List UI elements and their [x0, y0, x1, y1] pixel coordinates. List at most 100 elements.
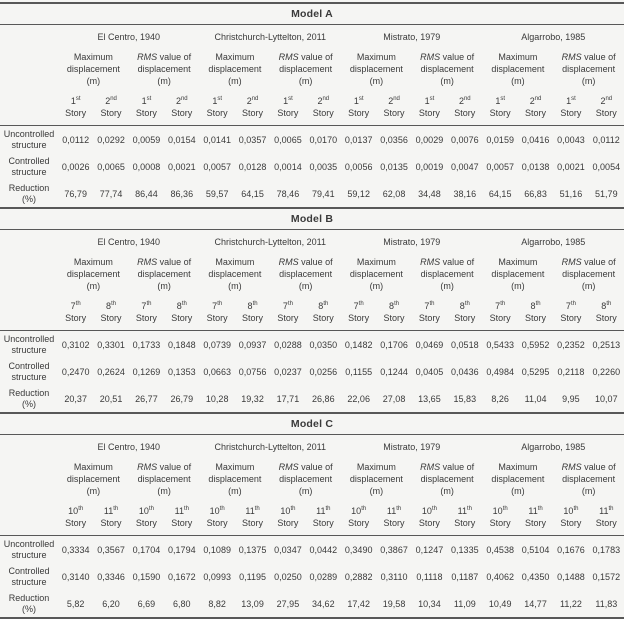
data-cell: 86,44 — [135, 188, 158, 199]
rms-italic: RMS — [561, 257, 582, 268]
story-header: 11th Story — [312, 505, 334, 528]
model-section-c: Model C El Centro, 1940 Christchurch-Lytte… — [0, 412, 624, 617]
data-cell: 0,0021 — [168, 161, 196, 172]
story-header-row: 7th Story 8th Story 7th Story 8th Story 7th Story… — [0, 296, 624, 331]
data-cell: 10,07 — [595, 393, 618, 404]
ordinal-suffix: th — [325, 505, 331, 512]
data-cell: 76,79 — [64, 188, 87, 199]
data-cell: 78,46 — [276, 188, 300, 199]
measure-header: RMS value of displacement (m) — [278, 462, 333, 496]
data-cell: 0,1672 — [168, 571, 196, 582]
data-cell: 0,0288 — [274, 339, 302, 350]
ordinal-suffix: st — [500, 95, 506, 102]
ordinal-suffix: th — [500, 300, 506, 307]
data-cell: 0,0518 — [451, 339, 479, 350]
data-cell: 11,09 — [453, 598, 476, 609]
ordinal-suffix: nd — [534, 95, 542, 102]
ordinal-suffix: th — [431, 505, 437, 512]
data-cell: 0,0065 — [274, 134, 302, 145]
story-header: 2nd Story — [595, 95, 617, 118]
ordinal-suffix: st — [429, 95, 435, 102]
story-header: 11th Story — [100, 505, 122, 528]
data-cell: 66,83 — [524, 188, 547, 199]
ordinal-suffix: nd — [110, 95, 117, 102]
data-row: Reduction (%) 20,37 20,51 26,77 26,79 10,28 19,… — [0, 385, 624, 412]
data-cell: 26,86 — [312, 393, 335, 404]
row-label-spacer — [0, 230, 58, 254]
ordinal-suffix: th — [219, 505, 225, 512]
ordinal-suffix: th — [254, 505, 260, 512]
data-cell: 26,77 — [135, 393, 158, 404]
ordinal-suffix: nd — [393, 95, 400, 102]
data-row: Controlled structure 0,2470 0,2624 0,1269 0,1… — [0, 358, 624, 385]
measure-header: Maximum displacement (m) — [208, 462, 262, 496]
model-section-a: Model A El Centro, 1940 Christchurch-Lytte… — [0, 2, 624, 207]
ordinal-suffix: th — [146, 300, 152, 307]
data-cell: 8,26 — [491, 393, 509, 404]
data-cell: 0,1676 — [557, 544, 585, 555]
row-label: Reduction (%) — [8, 182, 50, 204]
earthquake-header: Mistrato, 1979 — [383, 32, 441, 42]
data-cell: 0,0019 — [415, 161, 444, 172]
story-header: 2nd Story — [242, 95, 264, 118]
measure-header: RMS value of displacement (m) — [420, 257, 475, 291]
story-header: 1st Story — [277, 95, 299, 118]
story-header: 10th Story — [65, 505, 87, 528]
story-header: 1st Story — [206, 95, 228, 118]
data-cell: 0,1335 — [451, 544, 479, 555]
earthquake-header: Algarrobo, 1985 — [521, 442, 586, 452]
data-cell: 17,42 — [347, 598, 370, 609]
data-cell: 0,0056 — [344, 161, 373, 172]
data-cell: 0,1118 — [416, 571, 443, 582]
story-header: 7th Story — [560, 300, 582, 323]
story-header: 1st Story — [135, 95, 157, 118]
story-header: 10th Story — [560, 505, 582, 528]
earthquake-header: Christchurch-Lyttelton, 2011 — [214, 32, 327, 42]
data-cell: 10,28 — [205, 393, 229, 404]
data-cell: 0,4984 — [486, 366, 514, 377]
story-header-row: 1st Story 2nd Story 1st Story 2nd Story 1st Story… — [0, 91, 624, 126]
story-header: 7th Story — [489, 300, 511, 323]
row-label: Uncontrolled structure — [3, 538, 55, 560]
data-cell: 0,3567 — [97, 544, 125, 555]
row-label-spacer — [0, 49, 58, 91]
data-cell: 0,0137 — [344, 134, 373, 145]
measure-header: Maximum displacement (m) — [66, 257, 120, 291]
data-cell: 0,4062 — [486, 571, 514, 582]
data-cell: 0,0289 — [309, 571, 338, 582]
story-header: 1st Story — [489, 95, 511, 118]
data-cell: 0,0170 — [309, 134, 338, 145]
earthquake-header: El Centro, 1940 — [97, 442, 161, 452]
story-header: 1st Story — [348, 95, 370, 118]
data-cell: 0,3301 — [97, 339, 125, 350]
story-header: 1st Story — [418, 95, 440, 118]
data-cell: 0,2118 — [557, 366, 585, 377]
model-table: El Centro, 1940 Christchurch-Lyttelton, 2… — [0, 25, 624, 207]
story-header: 1st Story — [65, 95, 87, 118]
data-cell: 0,3110 — [380, 571, 408, 582]
data-cell: 86,36 — [170, 188, 194, 199]
data-cell: 64,15 — [488, 188, 512, 199]
data-cell: 0,0350 — [309, 339, 338, 350]
ordinal-suffix: th — [78, 505, 84, 512]
row-label-spacer — [0, 296, 58, 331]
measure-header: Maximum displacement (m) — [349, 52, 403, 86]
data-cell: 0,1706 — [380, 339, 408, 350]
data-cell: 9,95 — [562, 393, 580, 404]
measure-header: RMS value of displacement (m) — [561, 462, 616, 496]
data-cell: 19,58 — [382, 598, 406, 609]
measure-header: Maximum displacement (m) — [491, 257, 545, 291]
data-cell: 0,0047 — [451, 161, 479, 172]
data-cell: 0,0937 — [238, 339, 267, 350]
data-cell: 0,4538 — [486, 544, 514, 555]
data-cell: 11,83 — [595, 598, 618, 609]
data-cell: 20,37 — [64, 393, 87, 404]
data-cell: 0,0357 — [238, 134, 267, 145]
data-cell: 0,3140 — [61, 571, 90, 582]
model-section-b: Model B El Centro, 1940 Christchurch-Lytte… — [0, 207, 624, 412]
data-cell: 15,83 — [453, 393, 477, 404]
data-cell: 5,82 — [66, 598, 85, 609]
row-label-spacer — [0, 435, 58, 459]
ordinal-suffix: th — [537, 505, 543, 512]
data-row: Reduction (%) 5,82 6,20 6,69 6,80 8,82 13,09 27,… — [0, 590, 624, 617]
